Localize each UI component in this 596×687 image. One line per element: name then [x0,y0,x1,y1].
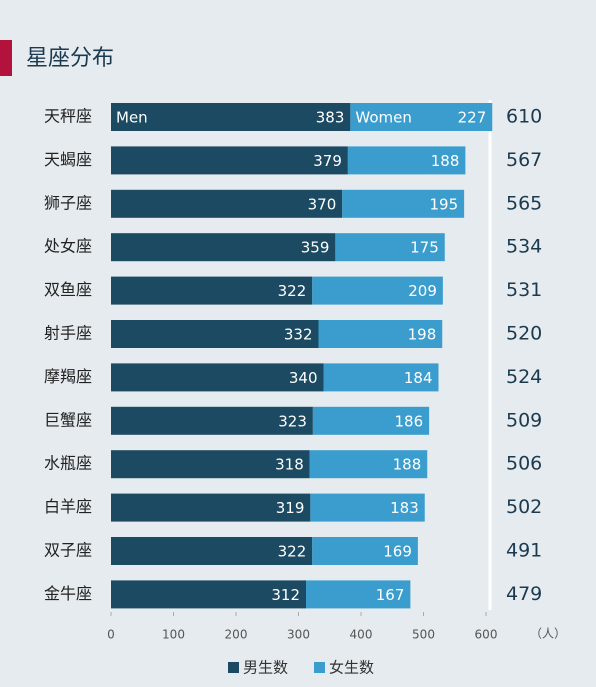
value-label: 188 [431,152,460,170]
value-label: 195 [429,195,458,213]
category-label: 处女座 [44,237,92,256]
x-tick-label: 200 [225,628,248,642]
bar-segment [306,580,411,609]
bar-segment [347,146,466,175]
value-label: 167 [376,586,405,604]
category-label: 白羊座 [44,497,92,516]
bar-segment [309,450,428,479]
bar-segment [312,406,430,435]
total-label: 610 [506,106,542,128]
value-label: 186 [394,412,423,430]
value-label: 318 [275,456,304,474]
bar-segment [111,103,351,131]
bar-segment [111,406,313,435]
x-tick-label: 600 [475,628,498,642]
bar-segment [111,537,313,565]
x-tick-label: 400 [350,628,373,642]
value-label: 383 [316,109,345,127]
inline-label: Women [355,109,411,127]
bar-segment [111,276,313,305]
bar-segment [350,103,493,131]
legend-label: 男生数 [243,659,288,677]
legend-label: 女生数 [329,659,374,677]
bar-segment [335,233,445,262]
value-label: 322 [278,543,307,561]
legend-swatch [314,662,325,673]
total-label: 502 [506,496,542,518]
x-tick-label: 500 [412,628,435,642]
bar-segment [312,537,418,565]
bar-segment [111,450,310,479]
x-axis-label: （人） [530,627,566,641]
bar-segment [342,189,465,218]
total-label: 534 [506,236,542,258]
bar-segment [111,189,343,218]
value-label: 198 [408,326,437,344]
value-label: 323 [278,412,307,430]
value-label: 379 [313,152,342,170]
category-label: 巨蟹座 [44,410,92,429]
category-label: 摩羯座 [44,367,92,386]
bar-segment [312,276,443,305]
bar-segment [111,320,319,348]
inline-label: Men [116,109,148,127]
category-label: 天蝎座 [44,150,92,169]
x-tick-label: 300 [287,628,310,642]
value-label: 175 [410,239,439,257]
total-label: 520 [506,323,542,345]
legend-swatch [228,662,239,673]
total-label: 506 [506,453,542,475]
value-label: 322 [278,282,307,300]
value-label: 359 [301,239,330,257]
x-tick-label: 100 [162,628,185,642]
value-label: 209 [408,282,437,300]
total-label: 524 [506,366,542,388]
category-label: 狮子座 [44,193,92,212]
category-label: 双鱼座 [44,280,92,299]
total-label: 565 [506,192,542,214]
value-label: 183 [390,499,419,517]
value-label: 312 [271,586,300,604]
bar-segment [318,320,443,348]
category-label: 射手座 [44,324,92,343]
bar-segment [111,146,348,175]
bar-segment [111,580,306,609]
value-label: 169 [383,543,412,561]
chart-title: 星座分布 [26,46,114,71]
total-label: 509 [506,409,542,431]
bar-segment [323,363,439,392]
total-label: 491 [506,540,542,562]
value-label: 184 [404,369,433,387]
bar-segment [111,363,324,392]
total-label: 567 [506,149,542,171]
value-label: 332 [284,326,313,344]
category-label: 水瓶座 [44,454,92,473]
category-label: 金牛座 [44,584,92,603]
category-label: 天秤座 [44,107,92,126]
value-label: 319 [276,499,305,517]
total-label: 479 [506,583,542,605]
value-label: 340 [289,369,318,387]
value-label: 188 [393,456,422,474]
value-label: 370 [308,195,337,213]
bar-segment [310,493,425,522]
bar-segment [111,493,311,522]
title-accent [0,40,12,76]
total-label: 531 [506,279,542,301]
bar-segment [111,233,336,262]
value-label: 227 [458,109,487,127]
category-label: 双子座 [44,541,92,560]
x-tick-label: 0 [107,628,115,642]
